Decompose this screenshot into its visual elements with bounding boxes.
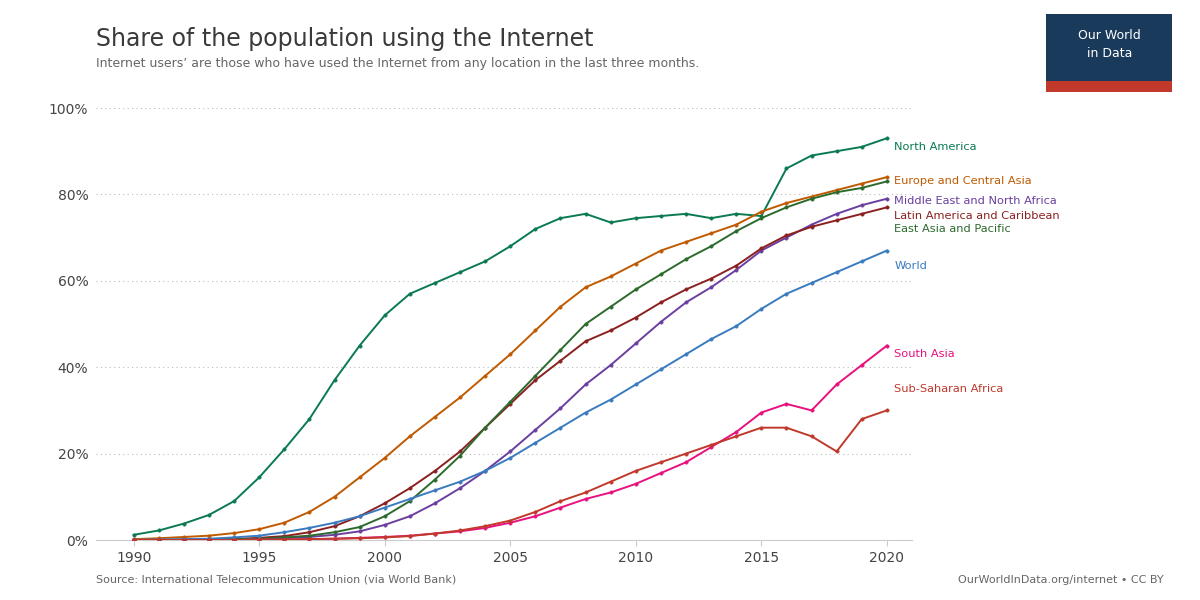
Text: South Asia: South Asia xyxy=(894,349,955,359)
Text: East Asia and Pacific: East Asia and Pacific xyxy=(894,224,1012,234)
Text: Sub-Saharan Africa: Sub-Saharan Africa xyxy=(894,384,1003,394)
Text: Middle East and North Africa: Middle East and North Africa xyxy=(894,196,1057,206)
Text: Latin America and Caribbean: Latin America and Caribbean xyxy=(894,211,1060,221)
Text: Share of the population using the Internet: Share of the population using the Intern… xyxy=(96,27,594,51)
Text: North America: North America xyxy=(894,142,977,152)
Text: Internet users’ are those who have used the Internet from any location in the la: Internet users’ are those who have used … xyxy=(96,57,700,70)
Text: Our World
in Data: Our World in Data xyxy=(1078,29,1141,61)
Text: Source: International Telecommunication Union (via World Bank): Source: International Telecommunication … xyxy=(96,575,456,585)
Text: World: World xyxy=(894,260,928,271)
Text: Europe and Central Asia: Europe and Central Asia xyxy=(894,176,1032,187)
Text: OurWorldInData.org/internet • CC BY: OurWorldInData.org/internet • CC BY xyxy=(959,575,1164,585)
